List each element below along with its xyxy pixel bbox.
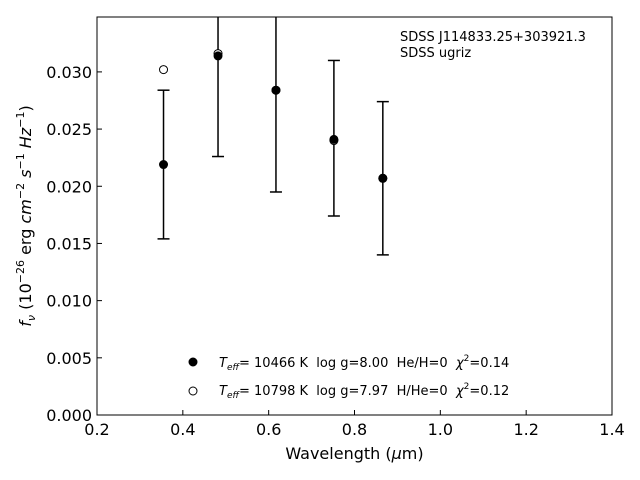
legend-2-teff: T: [219, 384, 228, 399]
legend-2-teff-sub: eff: [227, 391, 241, 401]
y-axis-title-exp3: −1: [14, 153, 27, 169]
data-point-filled: [271, 85, 281, 95]
x-axis-title: Wavelength (μm): [285, 444, 423, 463]
x-tick-label: 0.6: [256, 420, 281, 439]
y-tick-label: 0.010: [46, 292, 92, 311]
y-axis-title-exp1: −26: [14, 260, 27, 283]
legend-1-teff-sub: eff: [227, 363, 241, 373]
legend-2-chi: χ: [455, 384, 465, 399]
data-point-open: [159, 65, 169, 75]
x-axis-title-unit: m): [402, 444, 424, 463]
y-axis-title-hz: Hz: [16, 127, 35, 153]
y-tick-label: 0.015: [46, 234, 92, 253]
legend-1-rest: = 10466 K log g=8.00 He/H=0: [239, 356, 456, 371]
object-name-annotation: SDSS J114833.25+303921.3: [400, 30, 586, 45]
x-axis: 0.2 0.4 0.6 0.8 1.0 1.2 1.4: [84, 410, 625, 439]
x-tick-label: 1.2: [513, 420, 538, 439]
y-axis-title-cm: cm: [16, 199, 35, 223]
data-point-filled: [213, 51, 223, 61]
legend-entry-1: Teff= 10466 K log g=8.00 He/H=0 χ2=0.14: [219, 354, 509, 373]
x-axis-title-text: Wavelength (: [285, 444, 391, 463]
legend-1-chi: χ: [455, 356, 465, 371]
y-axis-title: fν (10−26 erg cm−2 s−1 Hz−1): [14, 105, 38, 326]
data-point-filled: [378, 173, 388, 183]
legend-marker-filled: [188, 357, 198, 367]
x-tick-label: 1.4: [599, 420, 624, 439]
y-axis-title-s: s: [16, 170, 35, 183]
y-axis-title-a: (10: [16, 283, 35, 315]
data-point-filled: [329, 134, 339, 144]
y-axis-title-b: erg: [16, 224, 35, 260]
x-tick-label: 0.2: [84, 420, 109, 439]
legend-entry-2: Teff= 10798 K log g=7.97 H/He=0 χ2=0.12: [219, 382, 509, 401]
x-tick-label: 0.8: [342, 420, 367, 439]
y-axis-title-exp2: −2: [14, 183, 27, 199]
legend-1-chi-sup: 2: [464, 354, 470, 364]
x-axis-title-mu: μ: [391, 444, 402, 463]
y-axis-title-nu: ν: [25, 315, 38, 321]
y-axis: 0.000 0.005 0.010 0.015 0.020 0.025 0.030: [46, 63, 102, 425]
data-point-filled: [159, 160, 169, 170]
y-axis-title-exp4: −1: [14, 112, 27, 128]
y-tick-label: 0.030: [46, 63, 92, 82]
legend: Teff= 10466 K log g=8.00 He/H=0 χ2=0.14 …: [188, 354, 509, 401]
x-tick-label: 1.0: [428, 420, 453, 439]
legend-2-chi-val: =0.12: [469, 384, 509, 399]
legend-marker-open: [188, 386, 198, 396]
y-tick-label: 0.020: [46, 177, 92, 196]
y-tick-label: 0.000: [46, 406, 92, 425]
plot-area: [157, 17, 389, 256]
y-tick-label: 0.025: [46, 120, 92, 139]
survey-annotation: SDSS ugriz: [400, 46, 471, 61]
legend-1-chi-val: =0.14: [469, 356, 509, 371]
legend-2-chi-sup: 2: [464, 382, 470, 392]
y-axis-title-f: f: [16, 319, 35, 327]
y-tick-label: 0.005: [46, 349, 92, 368]
x-tick-label: 0.4: [170, 420, 195, 439]
y-axis-title-close: ): [16, 105, 35, 111]
legend-1-teff: T: [219, 356, 228, 371]
legend-2-rest: = 10798 K log g=7.97 H/He=0: [239, 384, 456, 399]
